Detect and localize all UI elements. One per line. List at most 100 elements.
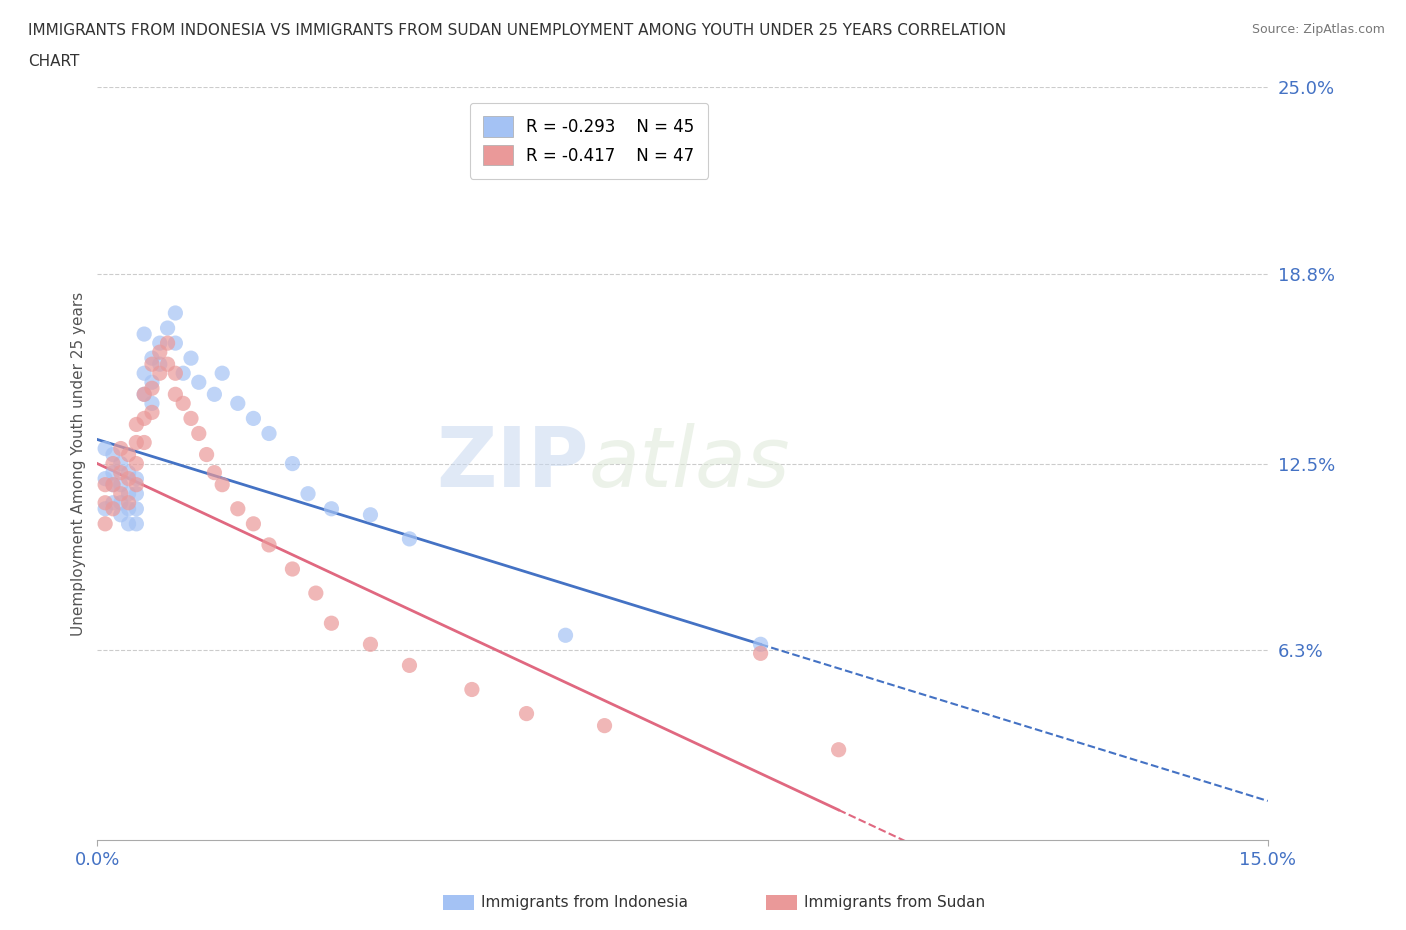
- Point: [187, 375, 209, 390]
- Point: [321, 501, 343, 516]
- Text: atlas: atlas: [589, 423, 790, 504]
- Point: [110, 496, 132, 511]
- Point: [242, 516, 264, 531]
- Point: [110, 441, 132, 456]
- Point: [110, 456, 132, 471]
- Text: Immigrants from Sudan: Immigrants from Sudan: [804, 895, 986, 910]
- Point: [141, 375, 163, 390]
- Point: [94, 501, 117, 516]
- Point: [202, 465, 225, 480]
- Point: [554, 628, 576, 643]
- Point: [359, 637, 381, 652]
- Point: [125, 477, 148, 492]
- Point: [134, 435, 156, 450]
- Point: [202, 387, 225, 402]
- Point: [321, 616, 343, 631]
- Point: [149, 365, 172, 380]
- Point: [125, 501, 148, 516]
- Point: [461, 682, 484, 697]
- Point: [398, 531, 420, 546]
- Point: [165, 306, 187, 321]
- Point: [94, 516, 117, 531]
- Point: [134, 365, 156, 380]
- Point: [141, 357, 163, 372]
- Point: [101, 465, 124, 480]
- Point: [172, 365, 194, 380]
- Point: [134, 387, 156, 402]
- Point: [165, 365, 187, 380]
- Point: [125, 472, 148, 486]
- Point: [101, 477, 124, 492]
- Point: [94, 472, 117, 486]
- Point: [125, 456, 148, 471]
- Point: [117, 486, 139, 501]
- Point: [101, 456, 124, 471]
- Point: [125, 486, 148, 501]
- Text: Immigrants from Indonesia: Immigrants from Indonesia: [481, 895, 688, 910]
- Point: [827, 742, 849, 757]
- Point: [305, 586, 328, 601]
- Point: [134, 411, 156, 426]
- Text: ZIP: ZIP: [436, 423, 589, 504]
- Point: [226, 396, 249, 411]
- Point: [110, 465, 132, 480]
- Point: [749, 646, 772, 661]
- Point: [125, 435, 148, 450]
- Point: [156, 357, 179, 372]
- Point: [359, 508, 381, 523]
- Point: [187, 426, 209, 441]
- Point: [281, 562, 304, 577]
- Point: [94, 441, 117, 456]
- Point: [110, 486, 132, 501]
- Point: [156, 321, 179, 336]
- Point: [165, 336, 187, 351]
- Point: [117, 465, 139, 480]
- Point: [195, 447, 218, 462]
- Point: [94, 496, 117, 511]
- Point: [141, 396, 163, 411]
- Point: [125, 417, 148, 432]
- Point: [242, 411, 264, 426]
- Point: [101, 496, 124, 511]
- Point: [398, 658, 420, 672]
- Point: [101, 477, 124, 492]
- Point: [141, 351, 163, 365]
- Point: [180, 411, 202, 426]
- Legend: R = -0.293    N = 45, R = -0.417    N = 47: R = -0.293 N = 45, R = -0.417 N = 47: [470, 103, 709, 179]
- Point: [125, 516, 148, 531]
- Y-axis label: Unemployment Among Youth under 25 years: Unemployment Among Youth under 25 years: [72, 291, 86, 636]
- Text: Source: ZipAtlas.com: Source: ZipAtlas.com: [1251, 23, 1385, 36]
- Point: [110, 508, 132, 523]
- Point: [149, 336, 172, 351]
- Point: [141, 381, 163, 396]
- Point: [593, 718, 616, 733]
- Point: [149, 345, 172, 360]
- Point: [117, 501, 139, 516]
- Point: [110, 477, 132, 492]
- Point: [172, 396, 194, 411]
- Point: [515, 706, 537, 721]
- Text: CHART: CHART: [28, 54, 80, 69]
- Point: [134, 387, 156, 402]
- Point: [149, 357, 172, 372]
- Point: [117, 472, 139, 486]
- Point: [165, 387, 187, 402]
- Point: [297, 486, 319, 501]
- Point: [226, 501, 249, 516]
- Point: [281, 456, 304, 471]
- Point: [94, 477, 117, 492]
- Point: [749, 637, 772, 652]
- Point: [117, 516, 139, 531]
- Point: [156, 336, 179, 351]
- Text: IMMIGRANTS FROM INDONESIA VS IMMIGRANTS FROM SUDAN UNEMPLOYMENT AMONG YOUTH UNDE: IMMIGRANTS FROM INDONESIA VS IMMIGRANTS …: [28, 23, 1007, 38]
- Point: [211, 365, 233, 380]
- Point: [211, 477, 233, 492]
- Point: [134, 326, 156, 341]
- Point: [257, 426, 280, 441]
- Point: [117, 496, 139, 511]
- Point: [101, 501, 124, 516]
- Point: [180, 351, 202, 365]
- Point: [101, 447, 124, 462]
- Point: [257, 538, 280, 552]
- Point: [141, 405, 163, 419]
